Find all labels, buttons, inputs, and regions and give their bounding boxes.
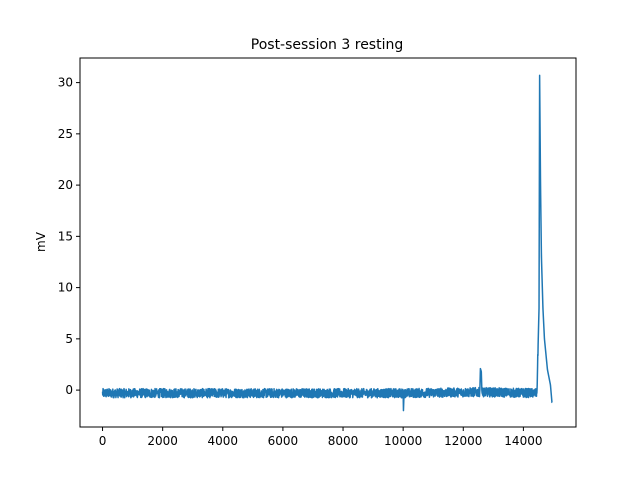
y-tick-label: 0 <box>65 383 73 397</box>
x-tick-label: 8000 <box>328 434 359 448</box>
series-line <box>101 74 553 412</box>
x-tick-label: 12000 <box>444 434 482 448</box>
y-tick-label: 15 <box>58 229 73 243</box>
x-axis: 0 2000 4000 6000 8000 10000 12000 14000 <box>99 427 542 448</box>
y-tick-label: 10 <box>58 281 73 295</box>
y-tick-label: 5 <box>65 332 73 346</box>
x-tick-label: 14000 <box>504 434 542 448</box>
y-axis: 0 5 10 15 20 25 30 <box>58 76 80 397</box>
chart-title: Post-session 3 resting <box>251 37 403 53</box>
x-tick-label: 4000 <box>208 434 239 448</box>
y-tick-label: 25 <box>58 127 73 141</box>
plot-frame <box>79 57 577 428</box>
x-tick-label: 2000 <box>147 434 178 448</box>
x-tick-label: 0 <box>99 434 107 448</box>
y-axis-label: mV <box>34 231 48 252</box>
y-tick-label: 30 <box>58 76 73 90</box>
x-tick-label: 10000 <box>384 434 422 448</box>
y-tick-label: 20 <box>58 178 73 192</box>
plot-area <box>101 74 553 412</box>
x-tick-label: 6000 <box>268 434 299 448</box>
